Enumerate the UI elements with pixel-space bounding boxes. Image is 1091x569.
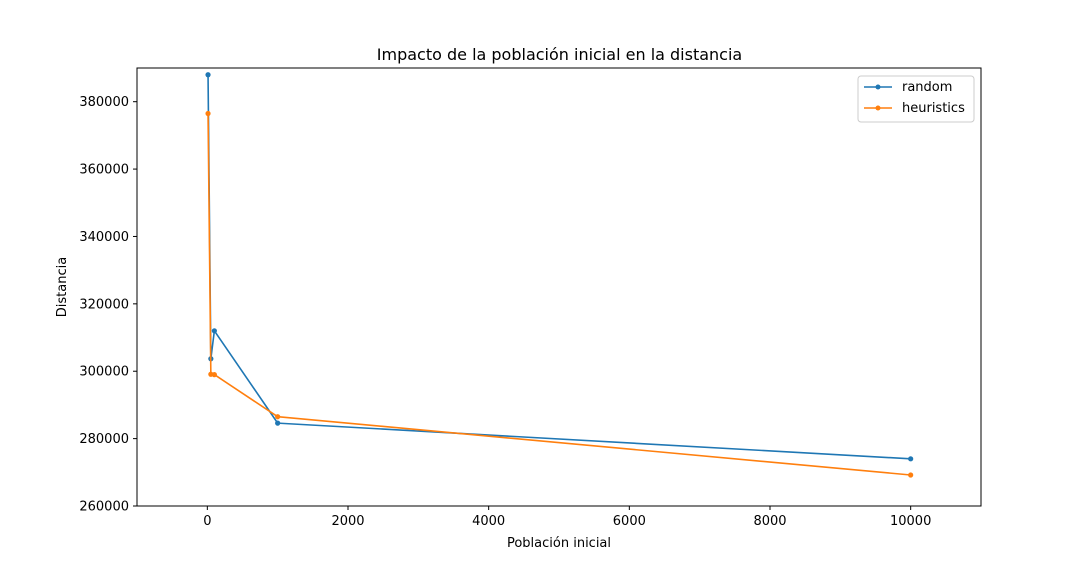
- x-tick-label: 4000: [472, 514, 505, 529]
- series-layer: [205, 72, 914, 478]
- plot-area: [136, 67, 982, 507]
- series-heuristics: [205, 110, 914, 478]
- data-point-random: [275, 420, 281, 426]
- legend-label-heuristics: heuristics: [902, 101, 965, 116]
- data-point-random: [211, 328, 217, 334]
- data-point-heuristics: [908, 472, 914, 478]
- data-point-heuristics: [205, 110, 211, 117]
- y-tick-label: 320000: [79, 297, 129, 312]
- x-axis: 0 2000 4000 6000 8000 10000: [203, 506, 931, 529]
- x-tick-label: 10000: [890, 514, 931, 529]
- y-tick-label: 380000: [79, 95, 129, 110]
- legend-label-random: random: [902, 80, 952, 95]
- x-tick-label: 6000: [613, 514, 646, 529]
- x-tick-label: 8000: [753, 514, 786, 529]
- data-point-heuristics: [211, 372, 217, 378]
- chart-title: Impacto de la población inicial en la di…: [377, 45, 742, 64]
- y-tick-label: 300000: [79, 365, 129, 380]
- y-tick-label: 340000: [79, 230, 129, 245]
- legend-marker-random: [875, 84, 881, 90]
- legend-item-random: random: [864, 80, 952, 95]
- y-tick-label: 260000: [79, 500, 129, 515]
- y-axis-label: Distancia: [55, 257, 70, 317]
- data-point-heuristics: [275, 414, 281, 420]
- y-tick-label: 280000: [79, 432, 129, 447]
- legend: random heuristics: [857, 75, 975, 123]
- x-axis-label: Población inicial: [507, 536, 611, 551]
- x-tick-label: 2000: [331, 514, 364, 529]
- legend-marker-heuristics: [875, 105, 881, 111]
- data-point-random: [205, 72, 211, 78]
- y-axis: 260000 280000 300000 320000 340000 360000 3800…: [79, 95, 137, 515]
- data-point-random: [908, 456, 914, 462]
- y-tick-label: 360000: [79, 163, 129, 178]
- legend-item-heuristics: heuristics: [864, 101, 965, 116]
- x-tick-label: 0: [203, 514, 211, 529]
